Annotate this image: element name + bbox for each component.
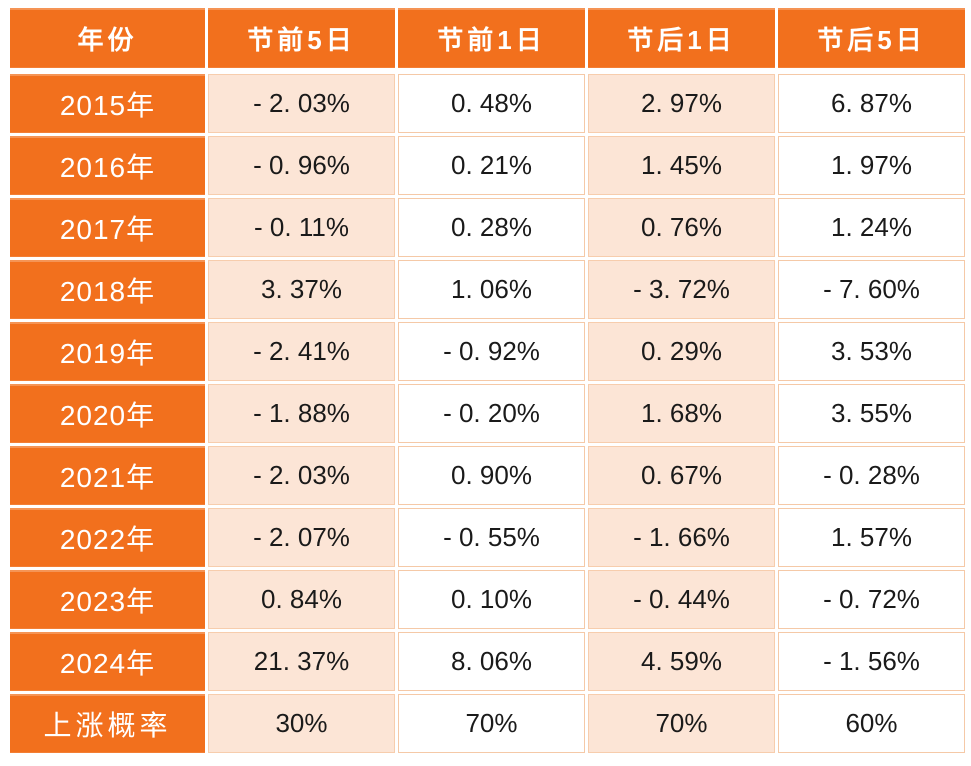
table-row: 2017年 - 0. 11% 0. 28% 0. 76% 1. 24% [10, 198, 965, 257]
value-cell: - 2. 41% [208, 322, 395, 381]
value-cell: - 0. 44% [588, 570, 775, 629]
value-cell: 4. 59% [588, 632, 775, 691]
probability-label-cell: 上涨概率 [10, 694, 205, 753]
column-header-year: 年份 [10, 8, 205, 68]
value-cell: 8. 06% [398, 632, 585, 691]
column-header-post5d: 节后5日 [778, 8, 965, 68]
value-cell: 1. 68% [588, 384, 775, 443]
table-row: 2015年 - 2. 03% 0. 48% 2. 97% 6. 87% [10, 74, 965, 133]
value-cell: 1. 06% [398, 260, 585, 319]
value-cell: 3. 55% [778, 384, 965, 443]
value-cell: 0. 10% [398, 570, 585, 629]
value-cell: - 0. 92% [398, 322, 585, 381]
value-cell: 0. 76% [588, 198, 775, 257]
value-cell: 0. 67% [588, 446, 775, 505]
value-cell: 70% [588, 694, 775, 753]
value-cell: 1. 24% [778, 198, 965, 257]
value-cell: - 0. 55% [398, 508, 585, 567]
table-row: 2022年 - 2. 07% - 0. 55% - 1. 66% 1. 57% [10, 508, 965, 567]
value-cell: 3. 53% [778, 322, 965, 381]
holiday-returns-table: 年份 节前5日 节前1日 节后1日 节后5日 2015年 - 2. 03% 0.… [10, 8, 965, 753]
value-cell: - 1. 56% [778, 632, 965, 691]
value-cell: 0. 21% [398, 136, 585, 195]
table-row: 2024年 21. 37% 8. 06% 4. 59% - 1. 56% [10, 632, 965, 691]
value-cell: 0. 90% [398, 446, 585, 505]
value-cell: - 0. 96% [208, 136, 395, 195]
value-cell: - 2. 03% [208, 74, 395, 133]
year-cell: 2016年 [10, 136, 205, 195]
value-cell: - 2. 07% [208, 508, 395, 567]
table-row: 2021年 - 2. 03% 0. 90% 0. 67% - 0. 28% [10, 446, 965, 505]
table-row: 2016年 - 0. 96% 0. 21% 1. 45% 1. 97% [10, 136, 965, 195]
table-row: 2020年 - 1. 88% - 0. 20% 1. 68% 3. 55% [10, 384, 965, 443]
year-cell: 2020年 [10, 384, 205, 443]
value-cell: - 2. 03% [208, 446, 395, 505]
year-cell: 2022年 [10, 508, 205, 567]
table-row-probability: 上涨概率 30% 70% 70% 60% [10, 694, 965, 753]
table-row: 2019年 - 2. 41% - 0. 92% 0. 29% 3. 53% [10, 322, 965, 381]
value-cell: 0. 29% [588, 322, 775, 381]
value-cell: 30% [208, 694, 395, 753]
value-cell: - 1. 66% [588, 508, 775, 567]
value-cell: 0. 84% [208, 570, 395, 629]
value-cell: 0. 28% [398, 198, 585, 257]
year-cell: 2015年 [10, 74, 205, 133]
value-cell: 3. 37% [208, 260, 395, 319]
value-cell: 1. 97% [778, 136, 965, 195]
value-cell: 1. 57% [778, 508, 965, 567]
value-cell: 60% [778, 694, 965, 753]
year-cell: 2017年 [10, 198, 205, 257]
value-cell: 21. 37% [208, 632, 395, 691]
value-cell: 1. 45% [588, 136, 775, 195]
value-cell: 70% [398, 694, 585, 753]
value-cell: 2. 97% [588, 74, 775, 133]
year-cell: 2023年 [10, 570, 205, 629]
value-cell: - 0. 11% [208, 198, 395, 257]
column-header-pre1d: 节前1日 [398, 8, 585, 68]
column-header-pre5d: 节前5日 [208, 8, 395, 68]
value-cell: - 0. 20% [398, 384, 585, 443]
year-cell: 2018年 [10, 260, 205, 319]
table-header-row: 年份 节前5日 节前1日 节后1日 节后5日 [10, 8, 965, 68]
value-cell: - 0. 28% [778, 446, 965, 505]
year-cell: 2019年 [10, 322, 205, 381]
value-cell: 0. 48% [398, 74, 585, 133]
table-row: 2023年 0. 84% 0. 10% - 0. 44% - 0. 72% [10, 570, 965, 629]
year-cell: 2024年 [10, 632, 205, 691]
column-header-post1d: 节后1日 [588, 8, 775, 68]
value-cell: - 0. 72% [778, 570, 965, 629]
value-cell: - 3. 72% [588, 260, 775, 319]
value-cell: - 7. 60% [778, 260, 965, 319]
table-row: 2018年 3. 37% 1. 06% - 3. 72% - 7. 60% [10, 260, 965, 319]
value-cell: - 1. 88% [208, 384, 395, 443]
year-cell: 2021年 [10, 446, 205, 505]
value-cell: 6. 87% [778, 74, 965, 133]
